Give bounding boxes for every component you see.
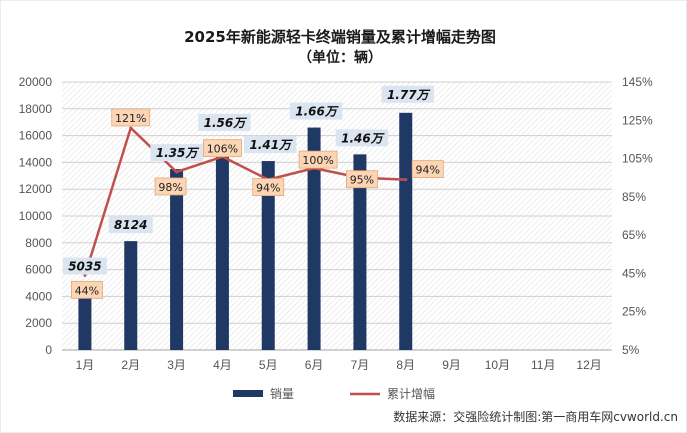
bar-data-label: 5035	[68, 260, 101, 274]
left-tick-label: 10000	[19, 209, 53, 223]
line-data-labels: 44% 121% 98% 106% 94% 100% 95% 94%	[71, 108, 444, 299]
right-tick-label: 45%	[622, 266, 646, 280]
line-label-box	[252, 178, 285, 197]
x-axis: 1月 2月 3月 4月 5月 6月 7月 8月 9月 10月 11月 12月	[76, 358, 602, 372]
left-tick-label: 16000	[19, 129, 53, 143]
line-data-label: 100%	[302, 154, 333, 167]
left-tick-label: 0	[45, 343, 52, 357]
left-tick-label: 4000	[25, 289, 52, 303]
line-label-box	[411, 160, 444, 179]
line-label-box	[346, 170, 378, 189]
left-axis: 0 2000 4000 6000 8000 10000 12000 14000 16000 180…	[19, 75, 53, 357]
bar-data-label: 8124	[114, 218, 147, 232]
bar-label-box	[62, 257, 107, 275]
bar-data-label: 1.35万	[156, 146, 200, 160]
bar-data-label: 1.77万	[387, 88, 431, 102]
line-label-box	[71, 280, 103, 299]
line-data-label: 94%	[416, 164, 440, 177]
left-tick-label: 14000	[19, 155, 53, 169]
right-tick-label: 105%	[622, 152, 653, 166]
left-tick-label: 8000	[25, 236, 52, 250]
line-point	[175, 170, 179, 174]
right-tick-label: 145%	[622, 75, 653, 89]
bar-series	[78, 112, 413, 350]
bar-label-box	[244, 136, 297, 154]
bar-data-label: 1.41万	[249, 138, 293, 152]
bar	[124, 241, 138, 350]
bar-label-box	[335, 129, 389, 147]
x-tick-label: 9月	[442, 358, 461, 372]
legend-label-bar: 销量	[270, 387, 294, 401]
left-tick-label: 18000	[19, 102, 53, 116]
bar-data-label: 1.66万	[295, 105, 339, 119]
line-data-label: 98%	[158, 181, 182, 194]
x-tick-label: 1月	[76, 358, 95, 372]
legend-swatch-bar	[233, 390, 263, 397]
bar-label-box	[381, 85, 434, 103]
x-tick-label: 8月	[396, 358, 415, 372]
x-tick-label: 10月	[485, 358, 510, 372]
line-data-label: 106%	[207, 143, 238, 156]
line-point	[83, 273, 87, 277]
x-tick-label: 6月	[305, 358, 324, 372]
chart-subtitle: （单位：辆）	[298, 49, 382, 66]
line-label-box	[298, 150, 338, 169]
line-label-box	[203, 139, 242, 158]
bar	[215, 140, 229, 350]
right-tick-label: 85%	[622, 190, 646, 204]
right-axis: 5% 25% 45% 65% 85% 105% 125% 145%	[622, 75, 653, 357]
line-data-label: 94%	[256, 182, 280, 195]
bar-label-box	[289, 102, 343, 120]
x-tick-label: 12月	[576, 358, 601, 372]
right-tick-label: 65%	[622, 228, 646, 242]
x-tick-label: 7月	[351, 358, 370, 372]
bar	[399, 112, 413, 350]
x-tick-label: 4月	[213, 358, 232, 372]
right-tick-label: 25%	[622, 305, 646, 319]
bar	[307, 127, 321, 350]
bar-label-box	[150, 144, 203, 162]
left-tick-label: 12000	[19, 182, 53, 196]
line-data-label: 95%	[350, 174, 374, 187]
legend-label-line: 累计增幅	[387, 386, 435, 401]
source-note: 数据来源：交强险统计制图:第一商用车网cvworld.cn	[393, 409, 678, 424]
line-data-label: 44%	[75, 284, 99, 297]
bar	[170, 169, 184, 350]
left-tick-label: 2000	[25, 316, 52, 330]
chart-title: 2025年新能源轻卡终端销量及累计增幅走势图	[184, 28, 496, 46]
line-label-box	[154, 177, 187, 196]
x-tick-label: 5月	[259, 358, 278, 372]
x-tick-label: 3月	[167, 358, 186, 372]
line-data-label: 121%	[115, 112, 146, 125]
bar	[261, 161, 275, 350]
right-tick-label: 5%	[622, 343, 640, 357]
line-point	[404, 178, 408, 182]
bar-label-box	[198, 113, 251, 131]
x-tick-label: 2月	[121, 358, 140, 372]
bar-label-box	[108, 216, 153, 234]
right-tick-label: 125%	[622, 113, 653, 127]
left-tick-label: 6000	[25, 263, 52, 277]
legend: 销量 累计增幅	[233, 386, 435, 401]
bar-data-label: 1.56万	[204, 116, 248, 130]
line-label-box	[111, 108, 151, 127]
bar-data-label: 1.46万	[341, 131, 385, 145]
bar	[353, 154, 367, 350]
x-tick-label: 11月	[531, 358, 555, 372]
bar	[78, 282, 92, 350]
line-point	[129, 126, 133, 130]
left-tick-label: 20000	[19, 75, 53, 89]
